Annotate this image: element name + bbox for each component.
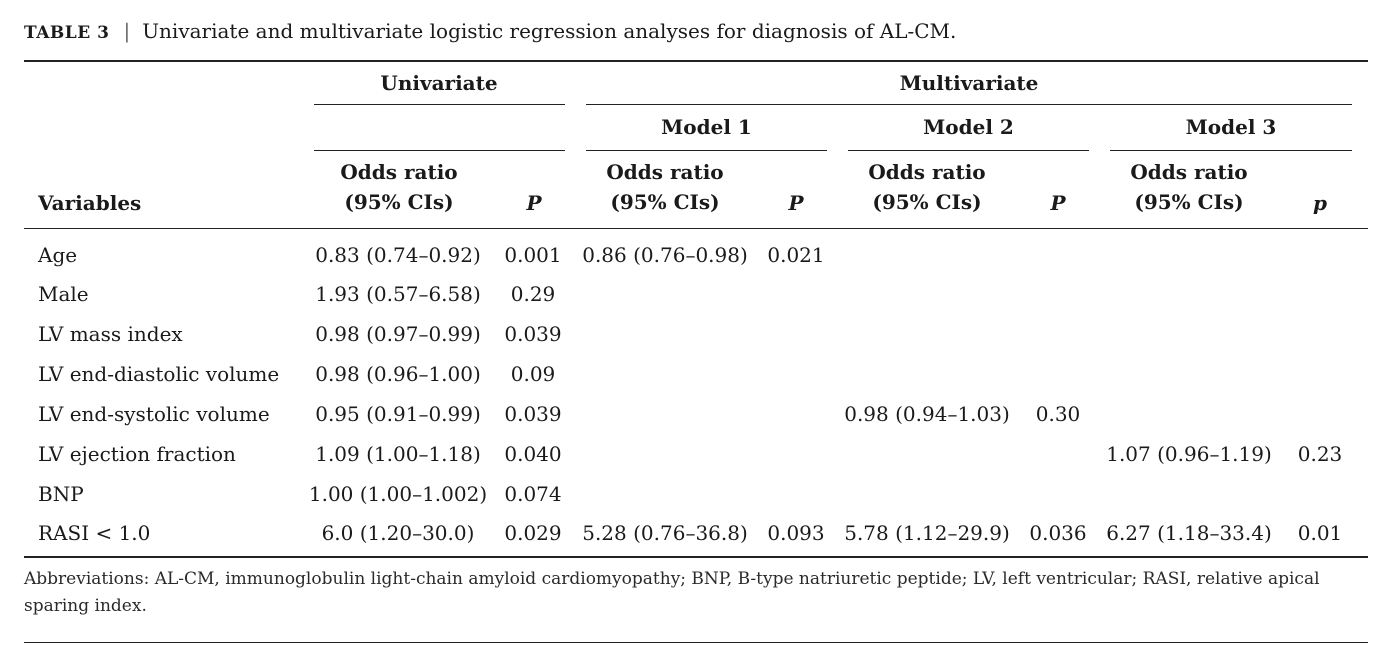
cell-univariate-or: 1.00 (1.00–1.002) xyxy=(308,482,488,506)
cell-univariate-p: 0.001 xyxy=(504,243,562,267)
section-divider xyxy=(24,642,1368,643)
cell-model-2-p: 0.036 xyxy=(1029,521,1087,545)
header-univariate-odds-ratio: Odds ratio (95% CIs) xyxy=(314,157,484,217)
cell-model-1-p: 0.021 xyxy=(767,243,825,267)
ci-label: (95% CIs) xyxy=(610,190,720,214)
cell-model-3-or: 6.27 (1.18–33.4) xyxy=(1106,521,1272,545)
table-label: TABLE 3 xyxy=(24,23,110,43)
cell-univariate-or: 0.98 (0.97–0.99) xyxy=(315,322,481,346)
cell-variable: Male xyxy=(38,282,89,306)
header-model-1-odds-ratio: Odds ratio (95% CIs) xyxy=(580,157,750,217)
cell-model-3-p: 0.23 xyxy=(1297,442,1343,466)
cell-model-2-p: 0.30 xyxy=(1035,402,1081,426)
cell-variable: RASI < 1.0 xyxy=(38,521,151,545)
odds-ratio-label: Odds ratio xyxy=(340,160,458,184)
header-model-3-p: p xyxy=(1313,191,1327,215)
caption-separator: | xyxy=(123,19,131,43)
table-footnote: Abbreviations: AL-CM, immunoglobulin lig… xyxy=(24,569,1320,616)
cell-univariate-p: 0.29 xyxy=(510,282,556,306)
header-univariate-p: P xyxy=(526,191,542,215)
header-variables: Variables xyxy=(38,191,142,215)
model-3-underline xyxy=(1110,150,1352,151)
cell-univariate-p: 0.039 xyxy=(504,322,562,346)
model-2-underline xyxy=(848,150,1089,151)
ci-label: (95% CIs) xyxy=(1134,190,1244,214)
cell-model-1-p: 0.093 xyxy=(767,521,825,545)
header-univariate: Univariate xyxy=(380,71,498,95)
cell-variable: Age xyxy=(38,243,78,267)
univariate-underline xyxy=(314,104,565,105)
cell-univariate-p: 0.074 xyxy=(504,482,562,506)
header-model-2: Model 2 xyxy=(923,115,1014,139)
cell-univariate-p: 0.09 xyxy=(510,362,556,386)
caption-text: Univariate and multivariate logistic reg… xyxy=(142,19,957,43)
cell-variable: LV end-diastolic volume xyxy=(38,362,280,386)
model-1-underline xyxy=(586,150,827,151)
header-multivariate: Multivariate xyxy=(899,71,1039,95)
cell-variable: LV mass index xyxy=(38,322,183,346)
table-bottom-rule xyxy=(24,556,1368,558)
cell-univariate-or: 1.09 (1.00–1.18) xyxy=(315,442,481,466)
cell-univariate-or: 0.95 (0.91–0.99) xyxy=(315,402,481,426)
ci-label: (95% CIs) xyxy=(344,190,454,214)
header-model-1-p: P xyxy=(788,191,804,215)
header-model-1: Model 1 xyxy=(661,115,752,139)
cell-model-1-or: 0.86 (0.76–0.98) xyxy=(582,243,748,267)
univariate-model-underline xyxy=(314,150,565,151)
table-caption: TABLE 3 | Univariate and multivariate logi… xyxy=(24,18,956,46)
odds-ratio-label: Odds ratio xyxy=(1130,160,1248,184)
header-bottom-rule xyxy=(24,228,1368,229)
ci-label: (95% CIs) xyxy=(872,190,982,214)
cell-variable: LV end-systolic volume xyxy=(38,402,270,426)
cell-model-2-or: 5.78 (1.12–29.9) xyxy=(844,521,1010,545)
header-model-2-odds-ratio: Odds ratio (95% CIs) xyxy=(842,157,1012,217)
table-top-rule xyxy=(24,60,1368,62)
odds-ratio-label: Odds ratio xyxy=(868,160,986,184)
cell-univariate-or: 0.83 (0.74–0.92) xyxy=(315,243,481,267)
cell-model-2-or: 0.98 (0.94–1.03) xyxy=(844,402,1010,426)
cell-univariate-p: 0.029 xyxy=(504,521,562,545)
cell-univariate-or: 1.93 (0.57–6.58) xyxy=(315,282,481,306)
header-model-3: Model 3 xyxy=(1185,115,1277,139)
header-model-3-odds-ratio: Odds ratio (95% CIs) xyxy=(1104,157,1274,217)
cell-model-3-p: 0.01 xyxy=(1297,521,1343,545)
header-model-2-p: P xyxy=(1050,191,1066,215)
cell-variable: LV ejection fraction xyxy=(38,442,236,466)
cell-univariate-or: 0.98 (0.96–1.00) xyxy=(315,362,481,386)
cell-univariate-or: 6.0 (1.20–30.0) xyxy=(321,521,475,545)
odds-ratio-label: Odds ratio xyxy=(606,160,724,184)
cell-model-1-or: 5.28 (0.76–36.8) xyxy=(582,521,748,545)
cell-univariate-p: 0.040 xyxy=(504,442,562,466)
cell-variable: BNP xyxy=(38,482,84,506)
multivariate-underline xyxy=(586,104,1352,105)
cell-univariate-p: 0.039 xyxy=(504,402,562,426)
cell-model-3-or: 1.07 (0.96–1.19) xyxy=(1106,442,1272,466)
